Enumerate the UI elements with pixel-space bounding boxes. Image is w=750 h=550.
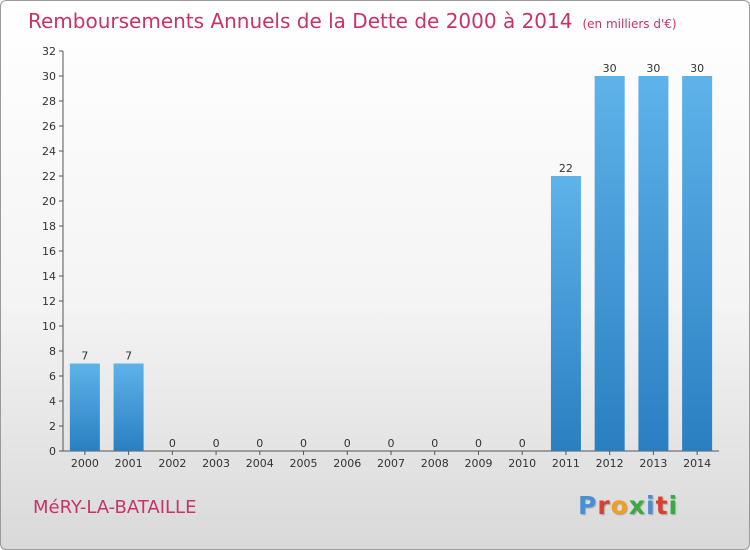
y-tick-label: 28 xyxy=(42,95,56,108)
data-label: 0 xyxy=(519,437,526,450)
data-label: 0 xyxy=(169,437,176,450)
chart-title-text: Remboursements Annuels de la Dette de 20… xyxy=(28,9,573,33)
x-tick-label: 2004 xyxy=(246,457,274,470)
y-tick-label: 20 xyxy=(42,195,56,208)
logo-letter: t xyxy=(655,491,669,520)
x-tick-label: 2007 xyxy=(377,457,405,470)
x-tick-label: 2002 xyxy=(158,457,186,470)
data-label: 0 xyxy=(475,437,482,450)
y-tick-label: 18 xyxy=(42,220,56,233)
y-tick-label: 2 xyxy=(49,420,56,433)
data-label: 0 xyxy=(388,437,395,450)
x-tick-label: 2001 xyxy=(115,457,143,470)
x-tick-label: 2013 xyxy=(639,457,667,470)
data-label: 30 xyxy=(690,62,704,75)
x-tick-label: 2005 xyxy=(290,457,318,470)
y-tick-label: 16 xyxy=(42,245,56,258)
y-tick-label: 10 xyxy=(42,320,56,333)
data-label: 0 xyxy=(344,437,351,450)
data-label: 0 xyxy=(256,437,263,450)
x-tick-label: 2006 xyxy=(333,457,361,470)
bar xyxy=(550,176,581,451)
data-label: 30 xyxy=(646,62,660,75)
logo-letter: i xyxy=(646,491,656,520)
data-label: 30 xyxy=(603,62,617,75)
proxiti-logo: Proxiti xyxy=(578,491,678,520)
bar xyxy=(594,76,625,451)
x-tick-label: 2014 xyxy=(683,457,711,470)
y-tick-label: 24 xyxy=(42,145,56,158)
y-tick-label: 14 xyxy=(42,270,56,283)
x-tick-label: 2000 xyxy=(71,457,99,470)
x-tick-label: 2008 xyxy=(421,457,449,470)
logo-letter: i xyxy=(668,491,679,520)
bar xyxy=(69,363,100,451)
y-tick-label: 30 xyxy=(42,70,56,83)
y-tick-label: 26 xyxy=(42,120,56,133)
data-label: 7 xyxy=(81,350,88,363)
x-tick-label: 2009 xyxy=(464,457,492,470)
y-tick-label: 22 xyxy=(42,170,56,183)
data-label: 0 xyxy=(300,437,307,450)
logo-letter: x xyxy=(628,491,646,520)
y-tick-label: 32 xyxy=(42,45,56,58)
logo-letter: r xyxy=(597,491,611,520)
logo-letter: o xyxy=(610,491,629,520)
data-label: 7 xyxy=(125,350,132,363)
bar xyxy=(638,76,669,451)
x-tick-label: 2011 xyxy=(552,457,580,470)
chart-unit: (en milliers d'€) xyxy=(582,17,677,31)
x-tick-label: 2010 xyxy=(508,457,536,470)
bar xyxy=(682,76,713,451)
bar xyxy=(113,363,144,451)
data-label: 22 xyxy=(559,162,573,175)
y-tick-label: 8 xyxy=(49,345,56,358)
data-label: 0 xyxy=(213,437,220,450)
data-label: 0 xyxy=(431,437,438,450)
y-tick-label: 12 xyxy=(42,295,56,308)
x-tick-label: 2003 xyxy=(202,457,230,470)
chart-title: Remboursements Annuels de la Dette de 20… xyxy=(28,9,677,33)
y-tick-label: 6 xyxy=(49,370,56,383)
y-tick-label: 4 xyxy=(49,395,56,408)
x-tick-label: 2012 xyxy=(596,457,624,470)
logo-letter: P xyxy=(578,491,598,520)
y-tick-label: 0 xyxy=(49,445,56,458)
commune-name: MéRY-LA-BATAILLE xyxy=(33,497,197,518)
